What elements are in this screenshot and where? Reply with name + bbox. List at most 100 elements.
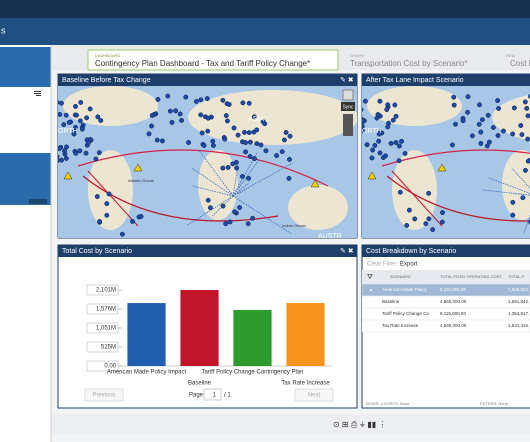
- location-marker: [247, 139, 253, 145]
- location-marker: [372, 142, 378, 148]
- location-marker: [362, 118, 366, 124]
- location-marker: [226, 101, 232, 107]
- location-marker: [243, 140, 249, 146]
- tab-title[interactable]: Contingency Plan Dashboard - Tax and Tar…: [95, 59, 310, 68]
- location-marker: [63, 112, 69, 118]
- tab-kind: DASHBOARD: [95, 53, 120, 58]
- location-marker: [250, 215, 256, 221]
- column-header: TOTAL FIXED OPERATING COST: [440, 274, 502, 279]
- location-marker: [58, 100, 64, 106]
- location-marker: [210, 143, 216, 148]
- location-marker: [364, 142, 370, 148]
- location-marker: [87, 106, 93, 112]
- route: [386, 175, 530, 222]
- panel-title: Cost Breakdown by Scenario: [366, 248, 456, 255]
- location-marker: [119, 231, 125, 237]
- menu-icon[interactable]: [34, 91, 41, 92]
- location-marker: [62, 148, 67, 154]
- location-marker: [167, 108, 173, 114]
- next-button[interactable]: [294, 388, 334, 402]
- location-marker: [251, 129, 257, 135]
- table-row[interactable]: [362, 319, 530, 333]
- land: [502, 150, 530, 220]
- location-marker: [396, 158, 402, 164]
- export[interactable]: Export: [400, 262, 418, 268]
- route: [77, 149, 329, 187]
- location-marker: [77, 148, 83, 154]
- previous-button[interactable]: [84, 388, 124, 402]
- sidebar-selected[interactable]: [0, 153, 51, 205]
- map: ORTH: [362, 86, 530, 238]
- land: [288, 185, 348, 230]
- location-marker: [362, 98, 368, 104]
- location-marker: [146, 131, 152, 137]
- location-marker: [63, 155, 69, 161]
- zoom-control[interactable]: [342, 89, 354, 101]
- table-cell: 8,115,000.00: [440, 287, 466, 292]
- location-marker: [169, 119, 175, 125]
- location-marker: [393, 113, 399, 119]
- previous-label: Previous: [92, 393, 115, 399]
- tab-title[interactable]: Transportation Cost by Scenario*: [350, 59, 468, 68]
- location-marker: [426, 190, 432, 196]
- panel-close[interactable]: ✎ ✖: [340, 77, 354, 84]
- table-cell: Baseline: [382, 299, 400, 304]
- location-marker: [362, 125, 365, 131]
- sidebar: [0, 45, 51, 442]
- location-marker: [155, 96, 161, 102]
- location-marker: [240, 100, 246, 106]
- route: [198, 150, 234, 197]
- tab-active[interactable]: [87, 49, 339, 71]
- filter-icon[interactable]: ⛛: [367, 274, 373, 281]
- location-marker: [510, 131, 516, 137]
- location-marker: [423, 221, 429, 227]
- y-tick-label: 2,101M: [96, 288, 116, 294]
- location-marker: [522, 99, 528, 105]
- location-marker: [496, 106, 502, 111]
- route: [192, 185, 234, 197]
- location-marker: [233, 159, 239, 165]
- sidebar-icons[interactable]: [29, 199, 47, 204]
- location-marker: [165, 93, 171, 99]
- warning-marker: [310, 179, 320, 188]
- location-marker: [279, 149, 285, 155]
- clear-filter[interactable]: Clear Filter: [367, 262, 396, 268]
- map-label: Atlantic Ocean: [128, 178, 154, 183]
- location-marker: [495, 98, 501, 103]
- map-label: ORTH: [58, 128, 78, 135]
- location-marker: [523, 167, 528, 173]
- toolbar-icons[interactable]: ⊙ ⊞ ⎙ ⏚ ▮▮ ⋮: [333, 420, 386, 429]
- route: [391, 170, 443, 227]
- location-marker: [220, 165, 226, 171]
- panel-close[interactable]: ✎ ✖: [340, 248, 354, 255]
- location-marker: [402, 151, 408, 156]
- page-input[interactable]: [203, 388, 222, 401]
- location-marker: [392, 102, 398, 108]
- table-cell: American Made Policy: [382, 287, 428, 292]
- table-cell: 1,531,416.: [508, 323, 529, 328]
- y-tick-label: 1,576M: [96, 307, 116, 313]
- location-marker: [490, 125, 496, 130]
- y-tick-label: 1,051M: [96, 326, 116, 332]
- location-marker: [518, 123, 524, 128]
- location-marker: [198, 112, 204, 118]
- table-cell: 1,591,842.: [508, 299, 529, 304]
- location-marker: [397, 189, 403, 195]
- location-marker: [465, 94, 471, 100]
- location-marker: [258, 142, 264, 148]
- menu-icon: [34, 93, 41, 94]
- location-marker: [85, 140, 91, 146]
- location-marker: [465, 109, 471, 115]
- location-marker: [220, 97, 226, 103]
- tab-title[interactable]: Cost E: [510, 59, 530, 68]
- location-marker: [286, 175, 292, 181]
- location-marker: [369, 155, 375, 161]
- location-marker: [412, 216, 418, 222]
- column-header: TOTAL P: [508, 274, 524, 279]
- route: [82, 175, 279, 222]
- row-arrow: ▸: [370, 287, 373, 293]
- route: [487, 177, 530, 194]
- location-marker: [223, 221, 229, 227]
- tab-kind: GRAPH: [350, 53, 364, 58]
